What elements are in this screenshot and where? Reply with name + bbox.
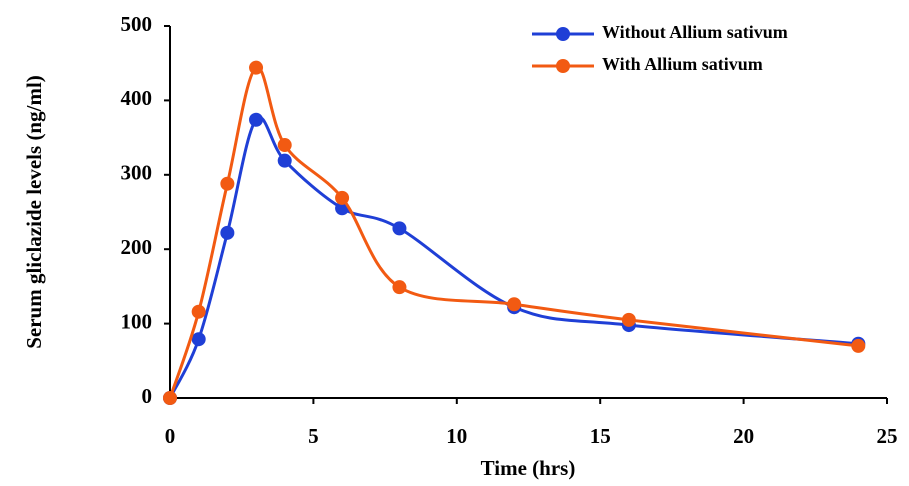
x-tick-label: 25 <box>877 424 898 448</box>
x-tick-label: 5 <box>308 424 319 448</box>
data-point <box>507 297 522 312</box>
x-axis-title: Time (hrs) <box>481 456 576 480</box>
data-point <box>249 112 264 127</box>
data-point <box>191 332 206 347</box>
y-tick-label: 400 <box>121 86 153 110</box>
series-line <box>168 115 859 399</box>
y-tick-label: 300 <box>121 161 153 185</box>
data-point <box>277 153 292 168</box>
legend-marker <box>556 59 570 73</box>
series-line <box>168 66 859 399</box>
data-point <box>392 280 407 295</box>
data-point <box>621 312 636 327</box>
x-tick-label: 0 <box>165 424 176 448</box>
x-tick-label: 15 <box>590 424 611 448</box>
legend-label: With Allium sativum <box>602 54 763 74</box>
legend-label: Without Allium sativum <box>602 22 788 42</box>
data-point <box>220 225 235 240</box>
x-tick-label: 10 <box>446 424 467 448</box>
y-tick-label: 0 <box>142 384 153 408</box>
data-point <box>163 391 177 405</box>
x-tick-label: 20 <box>733 424 754 448</box>
data-point <box>851 338 866 353</box>
y-axis-title: Serum gliclazide levels (ng/ml) <box>22 75 46 349</box>
data-point <box>392 221 407 236</box>
data-point <box>277 138 292 153</box>
data-point <box>335 190 350 205</box>
data-point <box>220 176 235 191</box>
data-point <box>249 60 264 75</box>
y-tick-label: 500 <box>121 12 153 36</box>
legend-marker <box>556 27 570 41</box>
data-point <box>191 304 206 319</box>
y-tick-label: 200 <box>121 235 153 259</box>
y-tick-label: 100 <box>121 309 153 333</box>
